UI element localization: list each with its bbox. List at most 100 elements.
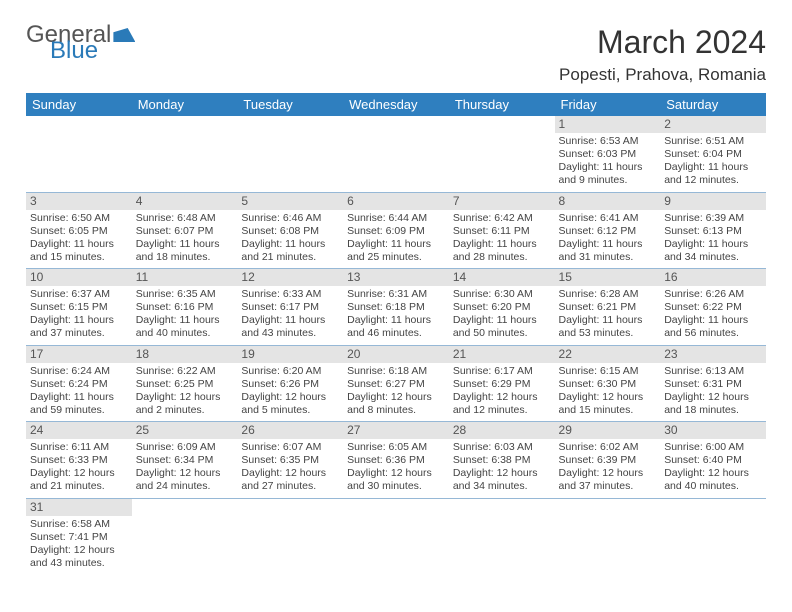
day-number: 15 [555, 269, 661, 286]
logo-text-blue: Blue [50, 40, 135, 62]
daylight-line: and 34 minutes. [664, 251, 762, 264]
daylight-line: and 59 minutes. [30, 404, 128, 417]
calendar-cell: 6Sunrise: 6:44 AMSunset: 6:09 PMDaylight… [343, 192, 449, 269]
day-number: 5 [237, 193, 343, 210]
sunset-line: Sunset: 6:11 PM [453, 225, 551, 238]
sunset-line: Sunset: 6:24 PM [30, 378, 128, 391]
daylight-line: and 25 minutes. [347, 251, 445, 264]
calendar-cell: 17Sunrise: 6:24 AMSunset: 6:24 PMDayligh… [26, 345, 132, 422]
calendar-header-row: SundayMondayTuesdayWednesdayThursdayFrid… [26, 93, 766, 116]
calendar-cell: 25Sunrise: 6:09 AMSunset: 6:34 PMDayligh… [132, 422, 238, 499]
daylight-line: Daylight: 11 hours [664, 314, 762, 327]
day-number: 26 [237, 422, 343, 439]
daylight-line: and 30 minutes. [347, 480, 445, 493]
sunrise-line: Sunrise: 6:26 AM [664, 288, 762, 301]
day-number: 8 [555, 193, 661, 210]
calendar-cell: 8Sunrise: 6:41 AMSunset: 6:12 PMDaylight… [555, 192, 661, 269]
daylight-line: Daylight: 11 hours [347, 238, 445, 251]
daylight-line: Daylight: 12 hours [347, 391, 445, 404]
daylight-line: Daylight: 11 hours [241, 238, 339, 251]
sunset-line: Sunset: 6:33 PM [30, 454, 128, 467]
day-number: 27 [343, 422, 449, 439]
calendar-cell: 30Sunrise: 6:00 AMSunset: 6:40 PMDayligh… [660, 422, 766, 499]
page-header: General Blue March 2024 Popesti, Prahova… [26, 24, 766, 85]
calendar-cell: 27Sunrise: 6:05 AMSunset: 6:36 PMDayligh… [343, 422, 449, 499]
sunset-line: Sunset: 6:38 PM [453, 454, 551, 467]
daylight-line: and 18 minutes. [664, 404, 762, 417]
sunrise-line: Sunrise: 6:33 AM [241, 288, 339, 301]
daylight-line: and 43 minutes. [30, 557, 128, 570]
daylight-line: Daylight: 11 hours [453, 238, 551, 251]
daylight-line: and 27 minutes. [241, 480, 339, 493]
sunrise-line: Sunrise: 6:42 AM [453, 212, 551, 225]
daylight-line: and 37 minutes. [559, 480, 657, 493]
sunset-line: Sunset: 6:08 PM [241, 225, 339, 238]
calendar-cell: 20Sunrise: 6:18 AMSunset: 6:27 PMDayligh… [343, 345, 449, 422]
calendar-cell: 31Sunrise: 6:58 AMSunset: 7:41 PMDayligh… [26, 498, 132, 574]
calendar-cell: 10Sunrise: 6:37 AMSunset: 6:15 PMDayligh… [26, 269, 132, 346]
calendar-cell [343, 116, 449, 192]
daylight-line: and 2 minutes. [136, 404, 234, 417]
daylight-line: Daylight: 11 hours [664, 161, 762, 174]
sunset-line: Sunset: 6:30 PM [559, 378, 657, 391]
title-block: March 2024 Popesti, Prahova, Romania [559, 24, 766, 85]
sunrise-line: Sunrise: 6:09 AM [136, 441, 234, 454]
day-header: Thursday [449, 93, 555, 116]
calendar-cell [449, 116, 555, 192]
sunrise-line: Sunrise: 6:44 AM [347, 212, 445, 225]
sunrise-line: Sunrise: 6:20 AM [241, 365, 339, 378]
sunrise-line: Sunrise: 6:17 AM [453, 365, 551, 378]
daylight-line: and 18 minutes. [136, 251, 234, 264]
calendar-cell: 29Sunrise: 6:02 AMSunset: 6:39 PMDayligh… [555, 422, 661, 499]
calendar-cell: 24Sunrise: 6:11 AMSunset: 6:33 PMDayligh… [26, 422, 132, 499]
sunrise-line: Sunrise: 6:31 AM [347, 288, 445, 301]
day-number: 24 [26, 422, 132, 439]
sunrise-line: Sunrise: 6:13 AM [664, 365, 762, 378]
calendar-cell [660, 498, 766, 574]
daylight-line: and 53 minutes. [559, 327, 657, 340]
sunset-line: Sunset: 6:07 PM [136, 225, 234, 238]
calendar-week-row: 31Sunrise: 6:58 AMSunset: 7:41 PMDayligh… [26, 498, 766, 574]
calendar-cell [132, 116, 238, 192]
day-number: 31 [26, 499, 132, 516]
sunrise-line: Sunrise: 6:41 AM [559, 212, 657, 225]
calendar-week-row: 17Sunrise: 6:24 AMSunset: 6:24 PMDayligh… [26, 345, 766, 422]
sunrise-line: Sunrise: 6:15 AM [559, 365, 657, 378]
daylight-line: and 12 minutes. [453, 404, 551, 417]
sunset-line: Sunset: 6:03 PM [559, 148, 657, 161]
day-number: 21 [449, 346, 555, 363]
calendar-cell [237, 498, 343, 574]
daylight-line: Daylight: 11 hours [241, 314, 339, 327]
daylight-line: and 12 minutes. [664, 174, 762, 187]
daylight-line: Daylight: 12 hours [559, 391, 657, 404]
daylight-line: and 8 minutes. [347, 404, 445, 417]
month-title: March 2024 [559, 24, 766, 61]
daylight-line: and 15 minutes. [30, 251, 128, 264]
daylight-line: and 15 minutes. [559, 404, 657, 417]
daylight-line: and 46 minutes. [347, 327, 445, 340]
day-number: 11 [132, 269, 238, 286]
calendar-cell [26, 116, 132, 192]
calendar-cell: 23Sunrise: 6:13 AMSunset: 6:31 PMDayligh… [660, 345, 766, 422]
location-subtitle: Popesti, Prahova, Romania [559, 65, 766, 85]
daylight-line: Daylight: 12 hours [559, 467, 657, 480]
daylight-line: and 24 minutes. [136, 480, 234, 493]
daylight-line: Daylight: 12 hours [664, 467, 762, 480]
calendar-cell: 7Sunrise: 6:42 AMSunset: 6:11 PMDaylight… [449, 192, 555, 269]
sunset-line: Sunset: 6:39 PM [559, 454, 657, 467]
sunset-line: Sunset: 6:25 PM [136, 378, 234, 391]
day-number: 9 [660, 193, 766, 210]
sunrise-line: Sunrise: 6:22 AM [136, 365, 234, 378]
daylight-line: Daylight: 12 hours [136, 391, 234, 404]
day-number: 17 [26, 346, 132, 363]
sunrise-line: Sunrise: 6:18 AM [347, 365, 445, 378]
day-number: 6 [343, 193, 449, 210]
calendar-cell [132, 498, 238, 574]
sunset-line: Sunset: 6:20 PM [453, 301, 551, 314]
sunset-line: Sunset: 6:40 PM [664, 454, 762, 467]
sunrise-line: Sunrise: 6:11 AM [30, 441, 128, 454]
calendar-cell: 16Sunrise: 6:26 AMSunset: 6:22 PMDayligh… [660, 269, 766, 346]
day-header: Wednesday [343, 93, 449, 116]
calendar-cell: 12Sunrise: 6:33 AMSunset: 6:17 PMDayligh… [237, 269, 343, 346]
calendar-cell: 15Sunrise: 6:28 AMSunset: 6:21 PMDayligh… [555, 269, 661, 346]
